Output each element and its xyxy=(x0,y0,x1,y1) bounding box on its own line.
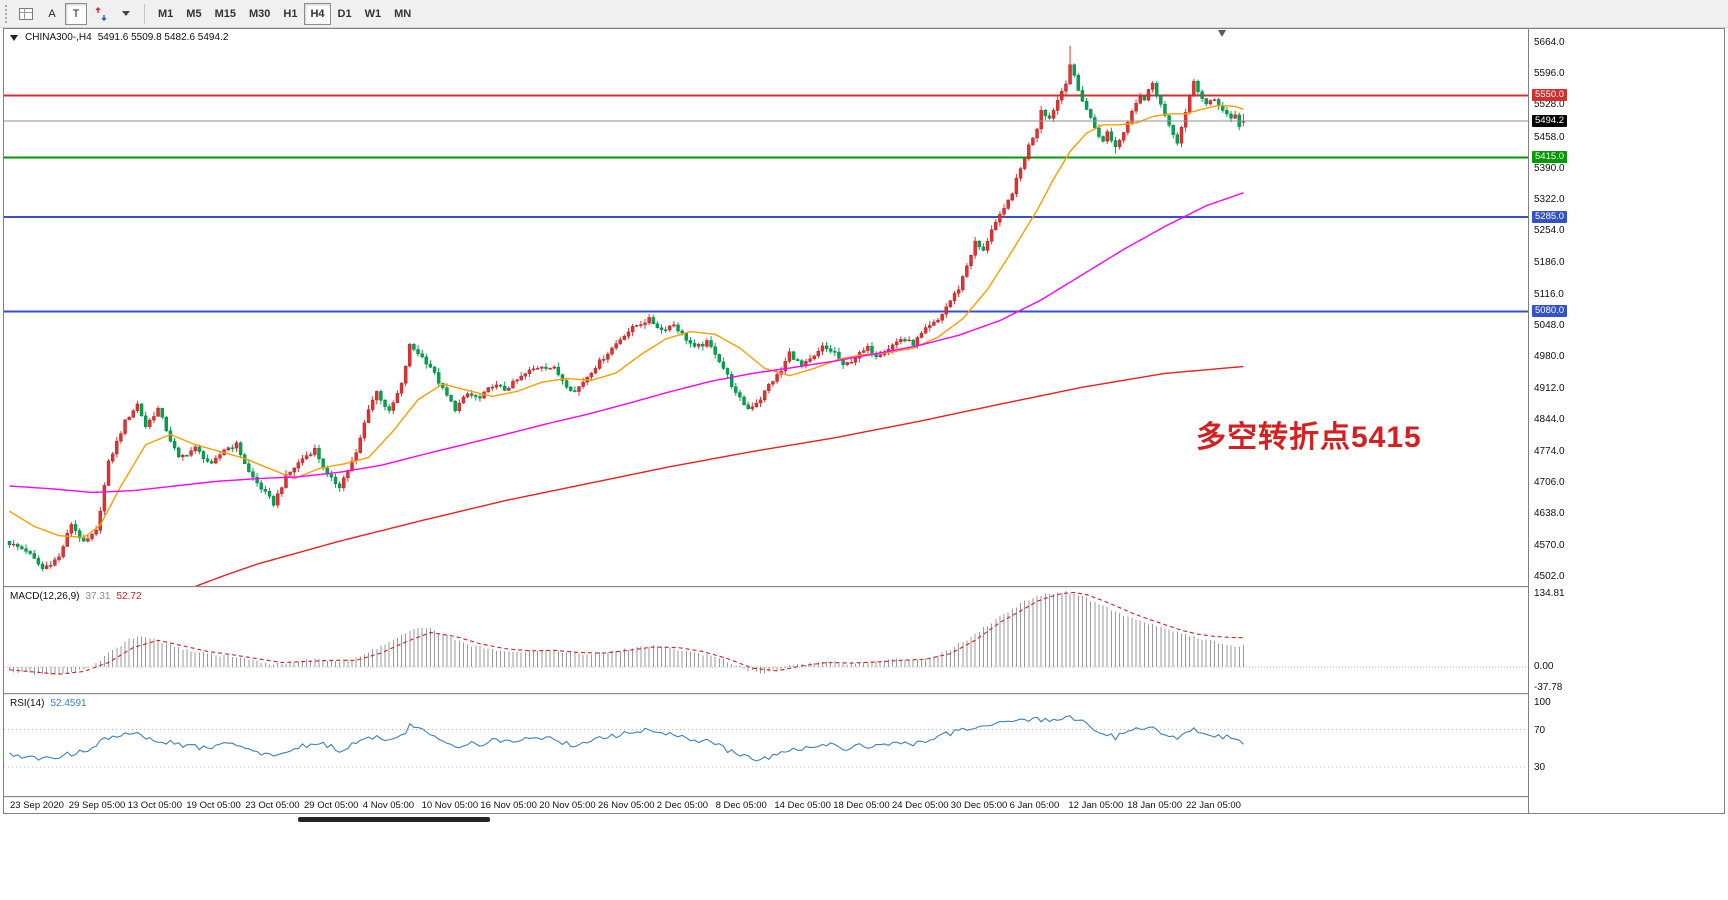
toolbar-grip[interactable] xyxy=(5,4,7,23)
font-tool-button[interactable]: A xyxy=(41,3,63,25)
date-axis-label: 2 Dec 05:00 xyxy=(656,800,709,811)
macd-label: MACD(12,26,9) xyxy=(10,591,80,602)
price-badge-5550.0: 5550.0 xyxy=(1532,89,1568,102)
rsi-pane: RSI(14) 52.4591 xyxy=(4,695,1528,796)
rsi-value: 52.4591 xyxy=(50,698,87,709)
date-axis-label: 12 Jan 05:00 xyxy=(1068,800,1124,811)
date-axis-label: 10 Nov 05:00 xyxy=(421,800,479,811)
rsi-axis-label: 70 xyxy=(1534,724,1546,736)
chevron-down-icon xyxy=(122,11,130,16)
timeframe-W1-button[interactable]: W1 xyxy=(359,3,388,25)
date-axis-label: 29 Sep 05:00 xyxy=(68,800,126,811)
date-axis-label: 20 Nov 05:00 xyxy=(539,800,596,811)
date-axis-label: 19 Oct 05:00 xyxy=(186,800,241,811)
chart-title: CHINA300-,H4 5491.6 5509.8 5482.6 5494.2 xyxy=(10,32,228,43)
timeframe-M5-button[interactable]: M5 xyxy=(180,3,207,25)
timeframe-M1-button[interactable]: M1 xyxy=(152,3,179,25)
pane-resize-handle[interactable] xyxy=(4,586,1528,588)
macd-signal-value: 52.72 xyxy=(116,591,142,602)
price-badge-5080.0: 5080.0 xyxy=(1532,305,1568,318)
chart-annotation-text[interactable]: 多空转折点5415 xyxy=(1196,421,1422,454)
date-axis-label: 23 Oct 05:00 xyxy=(245,800,300,811)
macd-axis-label: 134.81 xyxy=(1534,588,1565,599)
chart-shift-marker-icon[interactable] xyxy=(1218,30,1226,37)
rsi-title: RSI(14) 52.4591 xyxy=(10,698,87,709)
price-axis-label: 5186.0 xyxy=(1534,256,1565,268)
price-axis-label: 5116.0 xyxy=(1534,288,1564,300)
plot-column: CHINA300-,H4 5491.6 5509.8 5482.6 5494.2… xyxy=(4,29,1528,813)
time-axis[interactable]: 23 Sep 2020 29 Sep 05:00 13 Oct 05:00 19 Oc… xyxy=(4,798,1528,813)
macd-chart-canvas[interactable] xyxy=(4,588,1528,693)
toolbar: A T M1 M5 M15 M30 H1 H4 D1 W1 MN xyxy=(0,0,1728,28)
price-axis-label: 5322.0 xyxy=(1534,194,1565,206)
pane-resize-handle[interactable] xyxy=(4,796,1528,798)
symbol-dropdown-triangle-icon[interactable] xyxy=(10,34,18,41)
price-axis-label: 4774.0 xyxy=(1534,445,1565,457)
macd-pane: MACD(12,26,9) 37.31 52.72 xyxy=(4,588,1528,693)
date-axis-label: 6 Jan 05:00 xyxy=(1009,800,1060,811)
horizontal-scrollbar[interactable] xyxy=(298,817,490,822)
pane-resize-handle[interactable] xyxy=(4,693,1528,695)
rsi-label: RSI(14) xyxy=(10,698,45,709)
chart-grid-icon-button[interactable] xyxy=(13,3,39,25)
price-axis-label: 5528.0 xyxy=(1534,99,1565,111)
price-axis-label: 4844.0 xyxy=(1534,413,1565,425)
rsi-axis-label: 100 xyxy=(1534,696,1551,708)
date-axis-label: 16 Nov 05:00 xyxy=(480,800,537,811)
up-down-arrows-icon xyxy=(95,6,107,21)
timeframe-H4-button[interactable]: H4 xyxy=(304,2,331,25)
price-axis-label: 4638.0 xyxy=(1534,508,1565,520)
price-axis-label: 4706.0 xyxy=(1534,477,1565,489)
price-axis[interactable]: 5664.0 5596.0 5528.0 5458.0 5390.0 5322.0 5254… xyxy=(1528,29,1724,813)
toolbar-separator xyxy=(144,3,145,24)
price-badge-5285.0: 5285.0 xyxy=(1532,211,1568,224)
date-axis-label: 8 Dec 05:00 xyxy=(715,800,767,811)
macd-axis-label: -37.78 xyxy=(1534,681,1563,693)
price-axis-label: 5254.0 xyxy=(1534,225,1565,237)
price-axis-label: 4980.0 xyxy=(1534,351,1565,363)
price-axis-label: 4570.0 xyxy=(1534,539,1565,551)
timeframe-MN-button[interactable]: MN xyxy=(388,3,417,25)
date-axis-label: 29 Oct 05:00 xyxy=(304,800,359,811)
price-badge-5494.2: 5494.2 xyxy=(1532,115,1568,128)
price-axis-label: 5048.0 xyxy=(1534,320,1565,332)
date-axis-label: 18 Jan 05:00 xyxy=(1127,800,1183,811)
macd-axis-label: 0.00 xyxy=(1534,660,1554,672)
date-axis-label: 26 Nov 05:00 xyxy=(598,800,655,811)
date-axis-label: 23 Sep 2020 xyxy=(10,800,64,811)
macd-main-value: 37.31 xyxy=(85,591,111,602)
timeframe-button-group: M1 M5 M15 M30 H1 H4 D1 W1 MN xyxy=(152,2,417,25)
arrows-tool-button[interactable] xyxy=(89,3,113,25)
tools-dropdown-button[interactable] xyxy=(115,3,137,25)
price-axis-label: 4502.0 xyxy=(1534,570,1565,582)
price-axis-label: 5596.0 xyxy=(1534,68,1565,80)
price-badge-5415.0: 5415.0 xyxy=(1532,151,1568,164)
date-axis-label: 30 Dec 05:00 xyxy=(950,800,1008,811)
rsi-chart-canvas[interactable] xyxy=(4,695,1528,796)
macd-title: MACD(12,26,9) 37.31 52.72 xyxy=(10,591,142,602)
price-axis-label: 5390.0 xyxy=(1534,162,1565,174)
timeframe-M15-button[interactable]: M15 xyxy=(209,3,242,25)
date-axis-label: 14 Dec 05:00 xyxy=(774,800,831,811)
price-axis-label: 5458.0 xyxy=(1534,131,1565,143)
timeframe-M30-button[interactable]: M30 xyxy=(243,3,276,25)
date-axis-label: 24 Dec 05:00 xyxy=(892,800,949,811)
timeframe-D1-button[interactable]: D1 xyxy=(332,3,358,25)
timeframe-H1-button[interactable]: H1 xyxy=(277,3,303,25)
candlestick-chart-canvas[interactable] xyxy=(4,29,1528,586)
date-axis-label: 22 Jan 05:00 xyxy=(1186,800,1241,811)
price-axis-label: 5664.0 xyxy=(1534,37,1565,48)
text-tool-button[interactable]: T xyxy=(65,2,87,25)
chart-ohlc-values: 5491.6 5509.8 5482.6 5494.2 xyxy=(97,32,229,43)
chart-window: CHINA300-,H4 5491.6 5509.8 5482.6 5494.2… xyxy=(3,28,1725,814)
grid-icon xyxy=(19,7,33,20)
rsi-axis-label: 30 xyxy=(1534,761,1546,773)
date-axis-label: 13 Oct 05:00 xyxy=(127,800,182,811)
date-axis-label: 18 Dec 05:00 xyxy=(833,800,890,811)
chart-symbol-period: CHINA300-,H4 xyxy=(25,32,92,43)
date-axis-label: 4 Nov 05:00 xyxy=(362,800,415,811)
main-price-pane: CHINA300-,H4 5491.6 5509.8 5482.6 5494.2… xyxy=(4,29,1528,586)
price-axis-label: 4912.0 xyxy=(1534,382,1565,394)
